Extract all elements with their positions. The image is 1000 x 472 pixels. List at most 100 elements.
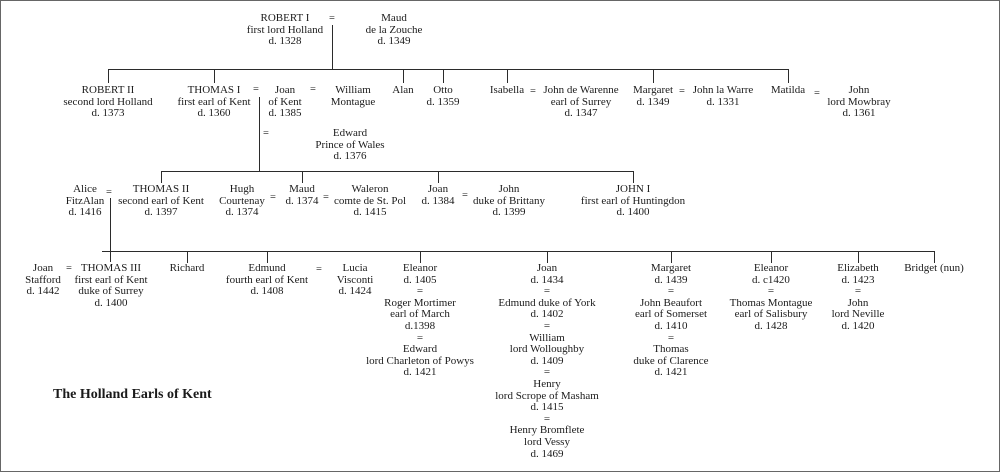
person-text-line: d. 1331 [706,95,740,108]
person-text-line: Edward [402,343,438,356]
person-text-line: first lord Holland [246,23,324,36]
person-text-line: d. 1384 [421,194,455,207]
person-text-line: d. 1328 [268,35,302,48]
person-text-line: = [416,285,424,298]
marriage-equals-sign: = [814,88,820,99]
person-text-line: d. 1416 [68,206,102,219]
person-text-line: ROBERT I [260,12,310,24]
person-text-line: Courtenay [219,194,265,207]
connector-line [547,251,548,263]
person-otto: Otto d. 1359 [427,84,460,108]
connector-line [671,251,672,263]
person-text-line: fourth earl of Kent [225,273,309,286]
person-text-line: Thomas Montague [729,296,813,309]
person-text-line: d. 1405 [403,273,437,286]
person-text-line: lord Wolloughby [509,343,585,356]
person-text-line: d. 1428 [754,319,788,332]
person-alice-fitzalan: Alice FitzAlan d. 1416 [65,183,105,219]
person-text-line: first earl of Kent [74,273,148,286]
person-text-line: second lord Holland [63,95,153,108]
person-hugh-courtenay: Hugh Courtenay d. 1374 [219,183,265,219]
person-matilda: Matilda [771,84,805,97]
person-text-line: = [543,319,551,332]
person-text-line: duke of Surrey [78,285,144,298]
person-john-brittany: John duke of Brittany d. 1399 [473,183,545,219]
person-text-line: d. 1374 [285,194,319,207]
person-text-line: Waleron [351,183,389,195]
person-text-line: d. 1415 [530,401,564,414]
person-text-line: d. c1420 [752,273,790,286]
person-text-line: Eleanor [402,262,438,274]
connector-line [302,171,303,183]
person-text-line: THOMAS I [187,84,241,96]
person-text-line: JOHN I [615,183,651,195]
person-edmund-kent: Edmund fourth earl of Kent d. 1408 [225,262,309,298]
person-text-line: Edward [332,127,368,139]
person-eleanor-c1420: Eleanor d. c1420 = Thomas Montague earl of S… [729,262,813,333]
person-joan-of-kent: Joan of Kent d. 1385 [268,84,301,120]
person-text-line: John la Warre [692,84,754,96]
marriage-equals-sign: = [106,187,112,198]
person-text-line: Visconti [336,273,374,286]
person-text-line: Isabella [489,84,525,96]
connector-line [161,171,162,183]
person-lucia-visconti: Lucia Visconti d. 1424 [336,262,374,298]
person-text-line: Edmund [248,262,286,274]
person-edward-prince-of-wales: Edward Prince of Wales d. 1376 [315,127,384,163]
person-joan-stafford: Joan Stafford d. 1442 [25,262,61,298]
person-text-line: Henry Bromflete [509,424,585,437]
person-text-line: d. 1400 [616,206,650,219]
connector-line [858,251,859,263]
person-text-line: d. 1397 [144,206,178,219]
marriage-equals-sign: = [270,192,276,203]
person-text-line: John [848,84,870,96]
person-margaret-1349: Margaret d. 1349 [633,84,673,108]
person-text-line: John de Warenne [543,84,619,96]
person-text-line: d. 1400 [94,296,128,309]
person-text-line: Edmund duke of York [498,296,596,309]
person-text-line: d. 1374 [225,206,259,219]
person-text-line: d. 1347 [564,107,598,120]
person-text-line: = [667,285,675,298]
person-text-line: Joan [32,262,54,274]
diagram-title: The Holland Earls of Kent [53,387,212,402]
person-text-line: Alan [392,84,414,96]
connector-line [771,251,772,263]
connector-line [108,69,789,70]
person-thomas-iii: THOMAS III first earl of Kent duke of Surr… [74,262,148,309]
person-text-line: d. 1408 [250,285,284,298]
connector-line [110,198,111,262]
connector-line [108,69,109,83]
person-alan: Alan [392,84,414,97]
person-text-line: d.1398 [404,319,436,332]
person-isabella: Isabella [489,84,525,97]
person-text-line: earl of Surrey [550,95,612,108]
marriage-equals-sign: = [462,190,468,201]
connector-line [934,251,935,263]
person-text-line: d. 1360 [197,107,231,120]
person-text-line: first earl of Huntingdon [580,194,686,207]
person-text-line: FitzAlan [65,194,105,207]
person-robert-ii: ROBERT II second lord Holland d. 1373 [63,84,153,120]
connector-line [443,69,444,83]
person-text-line: earl of Salisbury [734,308,808,321]
person-text-line: Thomas [653,343,689,356]
person-text-line: Joan [536,262,558,274]
person-text-line: d. 1361 [842,107,876,120]
person-text-line: Henry [533,377,561,390]
person-text-line: Joan [274,84,296,96]
person-text-line: Stafford [25,273,61,286]
person-text-line: Joan [427,183,449,195]
connector-line [420,251,421,263]
person-bridget: Bridget (nun) [904,262,964,275]
person-text-line: THOMAS II [132,183,190,195]
person-richard: Richard [170,262,205,275]
person-text-line: d. 1373 [91,107,125,120]
marriage-equals-sign: = [310,84,316,95]
marriage-equals-sign: = [329,13,335,24]
person-text-line: d. 1409 [530,354,564,367]
connector-line [438,171,439,183]
person-text-line: d. 1421 [403,366,437,379]
person-text-line: d. 1424 [338,285,372,298]
